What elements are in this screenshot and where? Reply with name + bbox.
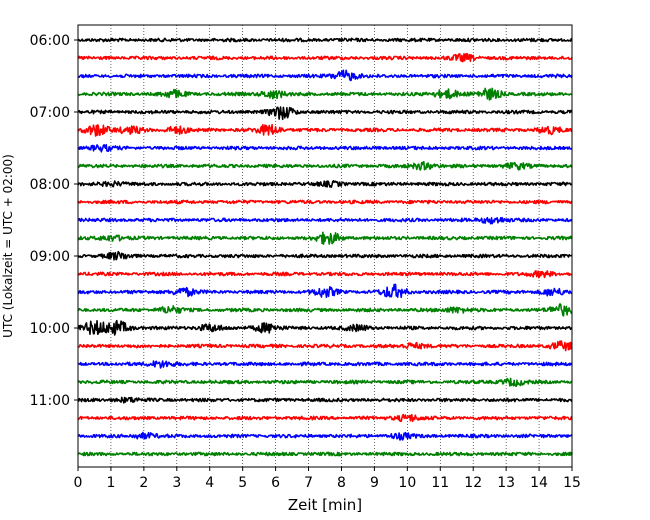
y-tick-label: 06:00: [30, 33, 70, 49]
x-tick-label: 9: [370, 475, 379, 491]
trace-0815: [77, 199, 573, 205]
trace-1115: [77, 413, 573, 423]
x-tick-label: 4: [205, 475, 214, 491]
trace-0945: [77, 303, 573, 317]
trace-1100: [77, 396, 573, 404]
plot-frame: [77, 24, 573, 468]
trace-1045: [77, 377, 573, 387]
x-tick-label: 3: [172, 475, 181, 491]
x-tick-label: 14: [530, 475, 548, 491]
trace-0700: [77, 106, 573, 121]
x-axis-label: Zeit [min]: [288, 496, 362, 514]
y-tick-label: 10:00: [30, 321, 70, 337]
trace-0930: [77, 283, 573, 299]
trace-1130: [77, 431, 573, 441]
trace-1030: [77, 360, 573, 369]
x-tick-label: 11: [431, 475, 449, 491]
x-tick-label: 6: [271, 475, 280, 491]
trace-0745: [77, 160, 573, 171]
x-tick-label: 13: [497, 475, 515, 491]
y-tick-label: 11:00: [30, 393, 70, 409]
trace-0615: [77, 52, 573, 63]
y-tick-label: 09:00: [30, 249, 70, 265]
x-tick-label: 1: [106, 475, 115, 491]
trace-0915: [77, 270, 573, 279]
x-tick-label: 12: [464, 475, 482, 491]
x-tick-label: 5: [238, 475, 247, 491]
trace-0900: [77, 250, 573, 261]
trace-0630: [77, 69, 573, 82]
x-tick-label: 8: [337, 475, 346, 491]
x-axis-ticks: 0 1 2 3 4 5 6 7 8 9 10 11 12 13 14 15: [74, 467, 581, 491]
trace-1015: [77, 340, 573, 352]
trace-0645: [77, 87, 573, 101]
x-tick-label: 10: [398, 475, 416, 491]
trace-0730: [77, 143, 573, 153]
x-tick-label: 0: [74, 475, 83, 491]
y-axis-ticks: 06:00 07:00 08:00 09:00 10:00 11:00: [30, 33, 78, 409]
y-tick-label: 08:00: [30, 177, 70, 193]
traces-group: [77, 37, 573, 457]
trace-0715: [77, 123, 573, 137]
y-tick-label: 07:00: [30, 105, 70, 121]
trace-1145: [77, 451, 573, 457]
trace-0800: [77, 179, 573, 188]
trace-0600: [77, 37, 573, 43]
x-tick-label: 7: [304, 475, 313, 491]
trace-0830: [77, 216, 573, 225]
x-tick-label: 2: [139, 475, 148, 491]
x-tick-label: 15: [563, 475, 581, 491]
trace-0845: [77, 231, 573, 245]
y-axis-label: UTC (Lokalzeit = UTC + 02:00): [1, 154, 15, 338]
trace-1000: [77, 319, 573, 336]
